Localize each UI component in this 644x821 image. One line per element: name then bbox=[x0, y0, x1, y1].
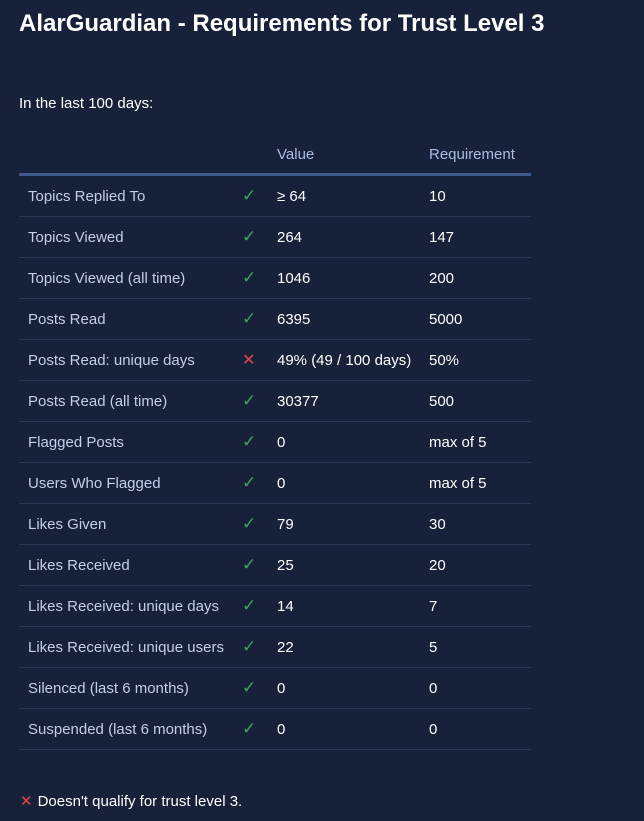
table-row: Posts Read ✓ 6395 5000 bbox=[19, 298, 531, 340]
period-label: In the last 100 days: bbox=[19, 95, 154, 112]
table-row: Users Who Flagged ✓ 0 max of 5 bbox=[19, 462, 531, 504]
requirement-value: 0 bbox=[277, 421, 429, 463]
table-header: Value Requirement bbox=[19, 136, 531, 176]
page-title: AlarGuardian - Requirements for Trust Le… bbox=[19, 10, 545, 37]
check-icon: ✓ bbox=[242, 514, 257, 533]
check-icon: ✓ bbox=[242, 186, 257, 205]
requirement-threshold: 500 bbox=[429, 380, 531, 422]
requirement-label: Likes Received: unique days bbox=[19, 585, 242, 627]
requirement-threshold: 0 bbox=[429, 667, 531, 709]
check-icon: ✓ bbox=[242, 719, 257, 738]
requirement-label: Topics Replied To bbox=[19, 174, 242, 217]
requirement-value: 30377 bbox=[277, 380, 429, 422]
check-icon: ✓ bbox=[242, 268, 257, 287]
check-icon: ✓ bbox=[242, 555, 257, 574]
requirement-value: 0 bbox=[277, 708, 429, 750]
table-row: Posts Read: unique days ✕ 49% (49 / 100 … bbox=[19, 339, 531, 381]
header-label bbox=[19, 136, 242, 176]
requirement-label: Users Who Flagged bbox=[19, 462, 242, 504]
requirement-threshold: max of 5 bbox=[429, 462, 531, 504]
table-row: Topics Viewed ✓ 264 147 bbox=[19, 216, 531, 258]
check-icon: ✓ bbox=[242, 227, 257, 246]
table-row: Likes Received: unique users ✓ 22 5 bbox=[19, 626, 531, 668]
table-row: Likes Received: unique days ✓ 14 7 bbox=[19, 585, 531, 627]
requirement-label: Topics Viewed (all time) bbox=[19, 257, 242, 299]
requirement-label: Posts Read (all time) bbox=[19, 380, 242, 422]
requirement-threshold: 10 bbox=[429, 174, 531, 217]
requirement-value: 22 bbox=[277, 626, 429, 668]
table-row: Suspended (last 6 months) ✓ 0 0 bbox=[19, 708, 531, 750]
requirement-label: Posts Read: unique days bbox=[19, 339, 242, 381]
requirement-value: 25 bbox=[277, 544, 429, 586]
requirement-value: 14 bbox=[277, 585, 429, 627]
check-icon: ✓ bbox=[242, 596, 257, 615]
header-requirement: Requirement bbox=[429, 136, 531, 176]
requirement-label: Likes Received: unique users bbox=[19, 626, 242, 668]
requirement-threshold: 0 bbox=[429, 708, 531, 750]
requirement-threshold: max of 5 bbox=[429, 421, 531, 463]
header-status bbox=[242, 136, 277, 176]
table-row: Topics Replied To ✓ ≥ 64 10 bbox=[19, 174, 531, 217]
requirement-label: Silenced (last 6 months) bbox=[19, 667, 242, 709]
requirement-value: 49% (49 / 100 days) bbox=[277, 339, 429, 381]
requirement-threshold: 5000 bbox=[429, 298, 531, 340]
cross-icon: ✕ bbox=[242, 352, 256, 369]
requirement-threshold: 30 bbox=[429, 503, 531, 545]
requirements-table: Value Requirement Topics Replied To ✓ ≥ … bbox=[19, 136, 531, 750]
check-icon: ✓ bbox=[242, 473, 257, 492]
requirement-label: Likes Received bbox=[19, 544, 242, 586]
requirement-label: Suspended (last 6 months) bbox=[19, 708, 242, 750]
requirement-threshold: 200 bbox=[429, 257, 531, 299]
check-icon: ✓ bbox=[242, 432, 257, 451]
requirement-value: 0 bbox=[277, 462, 429, 504]
table-row: Silenced (last 6 months) ✓ 0 0 bbox=[19, 667, 531, 709]
requirement-threshold: 5 bbox=[429, 626, 531, 668]
table-row: Likes Given ✓ 79 30 bbox=[19, 503, 531, 545]
requirement-value: 1046 bbox=[277, 257, 429, 299]
requirement-threshold: 20 bbox=[429, 544, 531, 586]
requirement-label: Likes Given bbox=[19, 503, 242, 545]
requirement-value: ≥ 64 bbox=[277, 174, 429, 217]
check-icon: ✓ bbox=[242, 678, 257, 697]
cross-icon: ✕ bbox=[20, 793, 33, 810]
table-row: Flagged Posts ✓ 0 max of 5 bbox=[19, 421, 531, 463]
check-icon: ✓ bbox=[242, 309, 257, 328]
requirement-threshold: 50% bbox=[429, 339, 531, 381]
requirement-value: 0 bbox=[277, 667, 429, 709]
requirement-label: Topics Viewed bbox=[19, 216, 242, 258]
requirement-value: 6395 bbox=[277, 298, 429, 340]
table-row: Posts Read (all time) ✓ 30377 500 bbox=[19, 380, 531, 422]
table-row: Topics Viewed (all time) ✓ 1046 200 bbox=[19, 257, 531, 299]
qualification-status: ✕ Doesn't qualify for trust level 3. bbox=[20, 792, 242, 810]
requirement-value: 264 bbox=[277, 216, 429, 258]
check-icon: ✓ bbox=[242, 391, 257, 410]
requirement-value: 79 bbox=[277, 503, 429, 545]
requirement-threshold: 7 bbox=[429, 585, 531, 627]
requirement-label: Flagged Posts bbox=[19, 421, 242, 463]
header-value: Value bbox=[277, 136, 429, 176]
table-row: Likes Received ✓ 25 20 bbox=[19, 544, 531, 586]
requirement-threshold: 147 bbox=[429, 216, 531, 258]
qualification-text: Doesn't qualify for trust level 3. bbox=[37, 793, 243, 810]
requirement-label: Posts Read bbox=[19, 298, 242, 340]
check-icon: ✓ bbox=[242, 637, 257, 656]
